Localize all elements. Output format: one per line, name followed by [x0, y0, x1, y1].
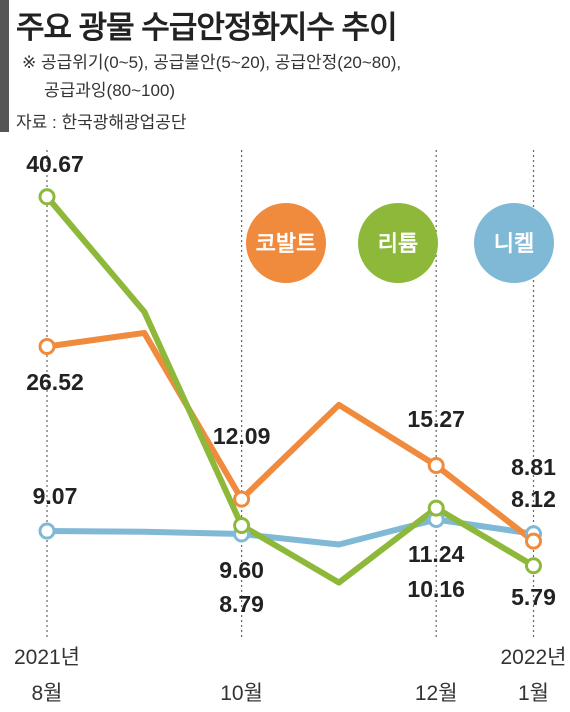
data-label: 15.27	[407, 406, 465, 432]
legend-label: 코발트	[256, 231, 317, 256]
point	[527, 534, 541, 548]
point	[527, 559, 541, 573]
x-tick-label: 12월	[391, 676, 481, 712]
data-label: 40.67	[26, 151, 84, 177]
point	[429, 501, 443, 515]
x-tick-label: 10월	[197, 676, 287, 712]
data-label: 8.79	[219, 591, 264, 617]
data-label: 10.16	[407, 576, 465, 602]
x-tick-label: 2021년 8월	[2, 640, 92, 712]
point	[235, 492, 249, 506]
legend-label: 니켈	[494, 231, 534, 256]
point	[40, 190, 54, 204]
data-label: 12.09	[213, 423, 271, 449]
data-label: 9.60	[219, 557, 264, 583]
data-label: 11.24	[408, 541, 464, 567]
point	[40, 524, 54, 538]
data-label: 5.79	[511, 584, 556, 610]
data-label: 8.12	[511, 486, 556, 512]
data-label: 8.81	[511, 454, 556, 480]
point	[40, 339, 54, 353]
data-label: 26.52	[26, 369, 84, 395]
point	[235, 518, 249, 532]
data-label: 9.07	[33, 483, 78, 509]
point	[429, 458, 443, 472]
legend-label: 리튬	[378, 231, 418, 256]
x-tick-label: 2022년 1월	[489, 640, 570, 712]
line	[47, 333, 534, 541]
